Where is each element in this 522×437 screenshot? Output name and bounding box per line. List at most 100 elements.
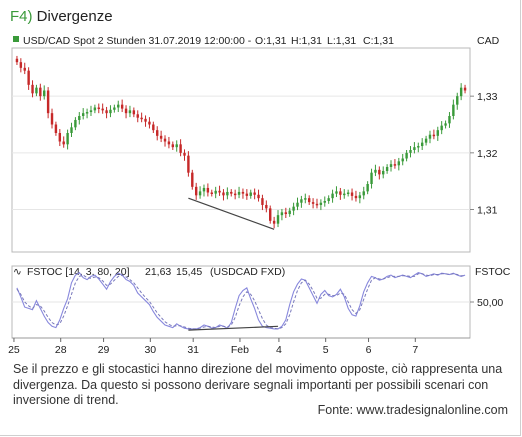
stochastic-k-line xyxy=(16,271,466,330)
candle-body xyxy=(43,90,46,97)
figure-title: F4) Divergenze xyxy=(10,8,113,25)
candle-body xyxy=(163,138,167,142)
price-tick-label: 1,33 xyxy=(477,91,498,103)
x-tick-label: 29 xyxy=(98,344,110,356)
candle-body xyxy=(140,117,143,120)
candle-body xyxy=(428,134,432,139)
candle-body xyxy=(284,212,288,215)
figure-number: F4) xyxy=(10,8,33,25)
x-tick-label: 28 xyxy=(55,344,67,356)
candle-body xyxy=(448,116,451,124)
candle-body xyxy=(292,206,295,211)
candle-body xyxy=(409,150,412,153)
price-and-stochastic-chart: USD/CAD Spot 2 Stunden 31.07.2019 12:00:… xyxy=(8,35,511,356)
candle-body xyxy=(113,107,116,110)
candle-body xyxy=(148,121,151,125)
candle-body xyxy=(288,210,291,215)
price-header-text: USD/CAD Spot 2 Stunden 31.07.2019 12:00:… xyxy=(23,35,252,47)
candle-body xyxy=(245,193,249,196)
candle-body xyxy=(230,191,233,194)
candle-body xyxy=(120,104,124,109)
stochastic-d-value: 15,45 xyxy=(176,266,202,278)
candle-body xyxy=(393,164,397,166)
series-marker-icon xyxy=(13,36,19,42)
candle-body xyxy=(171,144,175,148)
candle-body xyxy=(323,201,326,203)
candle-body xyxy=(66,133,69,145)
candle-body xyxy=(319,202,323,205)
candle-body xyxy=(128,110,132,114)
x-tick-label: 6 xyxy=(366,344,372,356)
price-axis-title: CAD xyxy=(477,35,500,47)
candle-body xyxy=(440,125,443,131)
candle-body xyxy=(417,146,420,148)
candle-body xyxy=(331,193,334,199)
candle-body xyxy=(194,186,198,196)
candle-body xyxy=(124,108,128,114)
candle-body xyxy=(109,109,112,114)
candle-body xyxy=(452,104,455,116)
candle-body xyxy=(366,184,369,192)
stochastic-tick-label: 50,00 xyxy=(477,297,503,309)
candle-body xyxy=(167,141,171,145)
candle-body xyxy=(272,220,276,224)
candle-body xyxy=(101,108,104,111)
candle-body xyxy=(265,204,268,209)
candle-body xyxy=(311,202,315,204)
candle-body xyxy=(370,172,373,184)
candle-body xyxy=(378,169,381,175)
stochastic-wave-icon: ∿ xyxy=(13,266,22,278)
candle-body xyxy=(15,58,19,63)
candle-body xyxy=(159,135,163,139)
candle-body xyxy=(206,187,210,193)
candle-body xyxy=(237,191,241,195)
candle-body xyxy=(335,191,338,194)
x-tick-label: 4 xyxy=(276,344,282,356)
candle-body xyxy=(136,114,139,118)
candle-body xyxy=(54,124,58,133)
candle-body xyxy=(85,112,89,114)
candle-body xyxy=(269,208,272,221)
ohlc-value-0: O:1,31 xyxy=(255,35,287,47)
candle-body xyxy=(257,194,260,199)
x-tick-label: 30 xyxy=(144,344,156,356)
candle-body xyxy=(276,215,280,224)
candle-body xyxy=(214,190,217,194)
candle-body xyxy=(81,113,85,116)
candle-body xyxy=(183,152,186,156)
stochastic-name: FSTOC [14, 3, 80, 20] xyxy=(27,266,130,278)
candle-body xyxy=(362,191,365,196)
candle-body xyxy=(315,203,319,206)
candle-body xyxy=(62,141,65,145)
candle-body xyxy=(261,198,264,205)
candle-body xyxy=(35,87,38,94)
candle-body xyxy=(152,124,155,131)
candle-body xyxy=(456,96,459,105)
candle-body xyxy=(385,167,389,171)
candle-body xyxy=(304,198,307,200)
candle-body xyxy=(97,107,100,109)
stochastic-axis-title: FSTOC xyxy=(475,266,511,278)
price-tick-label: 1,32 xyxy=(477,148,498,160)
candle-body xyxy=(191,172,194,187)
x-tick-label: 25 xyxy=(8,344,20,356)
candle-body xyxy=(241,191,245,194)
ohlc-value-3: C:1,31 xyxy=(363,35,394,47)
x-tick-label: 5 xyxy=(323,344,329,356)
candle-body xyxy=(397,161,401,166)
candle-body xyxy=(327,198,330,201)
candle-body xyxy=(424,138,428,143)
x-tick-label: 7 xyxy=(412,344,418,356)
candle-body xyxy=(459,87,463,97)
candle-body xyxy=(358,195,362,199)
candle-body xyxy=(401,158,404,162)
candle-body xyxy=(156,130,159,136)
ohlc-value-2: L:1,31 xyxy=(327,35,356,47)
candle-body xyxy=(436,130,439,136)
candle-body xyxy=(23,67,26,71)
candle-body xyxy=(413,147,416,150)
x-tick-label: 31 xyxy=(187,344,199,356)
candle-body xyxy=(31,84,34,94)
candle-body xyxy=(46,90,50,114)
